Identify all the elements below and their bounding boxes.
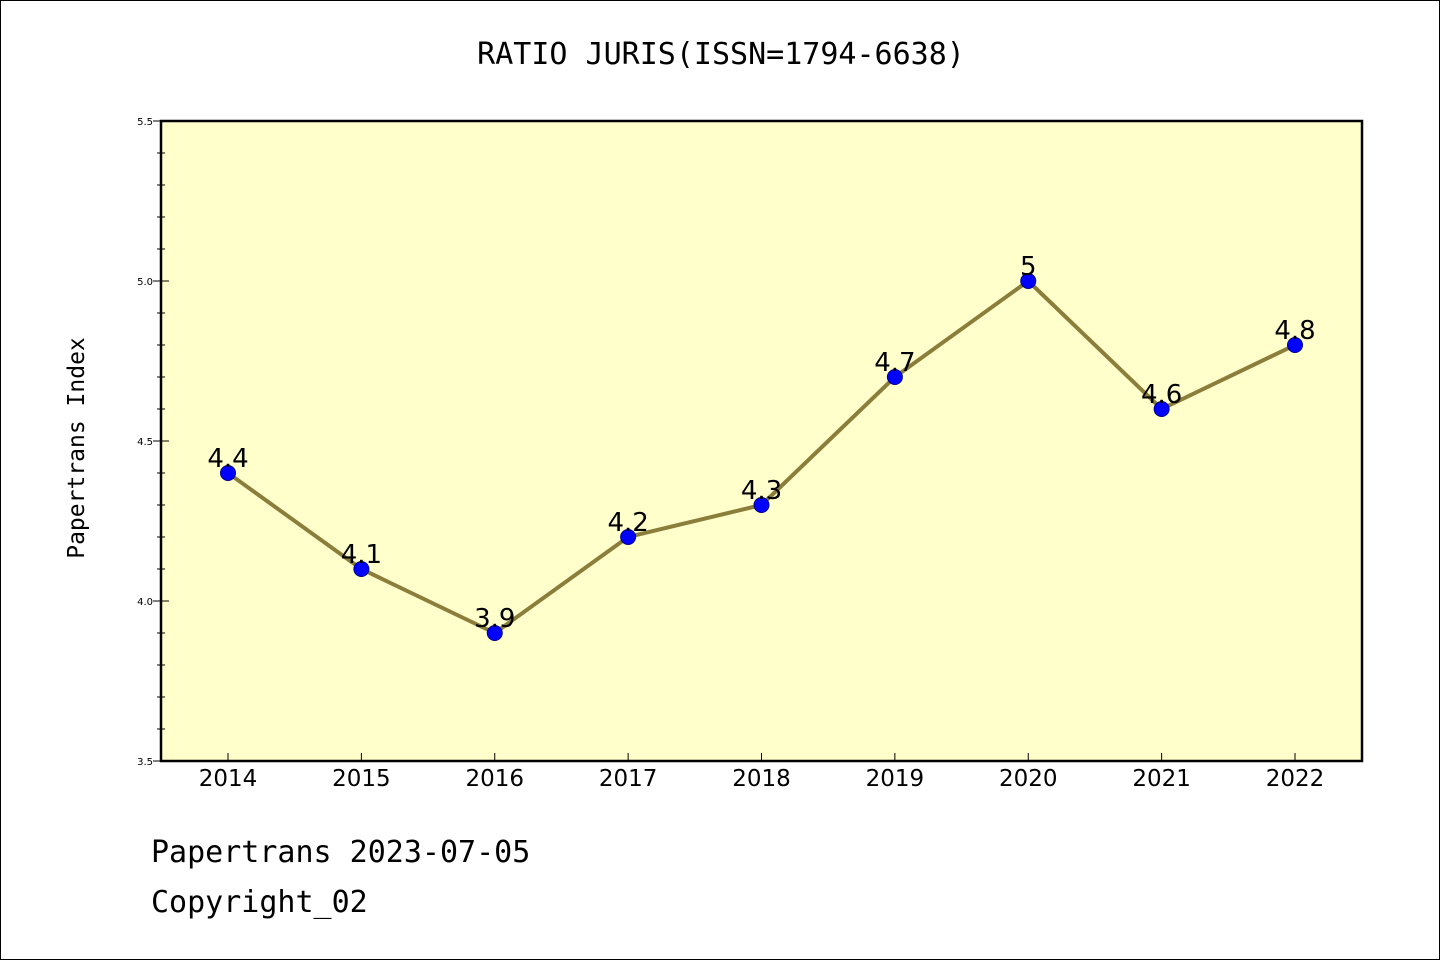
data-label: 5 [1020, 252, 1037, 282]
data-point [1287, 337, 1303, 353]
x-tick-label: 2022 [1266, 766, 1325, 792]
chart-title: RATIO JURIS(ISSN=1794-6638) [477, 37, 965, 72]
plot-background [161, 121, 1362, 761]
data-point [353, 561, 370, 577]
data-point [1153, 401, 1170, 417]
data-point [620, 529, 637, 545]
plot-frame [159, 119, 1364, 763]
data-point [486, 625, 503, 641]
x-tick-label: 2015 [332, 766, 391, 792]
y-tick-label: 5.5 [137, 117, 153, 128]
x-tick-label: 2020 [999, 766, 1058, 792]
x-tick-label: 2016 [465, 766, 524, 792]
data-label: 4.4 [207, 444, 248, 474]
x-tick-label: 2021 [1132, 766, 1191, 792]
footer-copyright: Copyright_02 [151, 885, 368, 920]
data-point [1020, 273, 1037, 289]
x-tick-label: 2014 [199, 766, 258, 792]
data-label: 3.9 [474, 604, 515, 634]
data-point [753, 497, 770, 513]
data-label: 4.2 [607, 508, 648, 538]
data-label: 4.6 [1141, 380, 1182, 410]
x-tick-label: 2018 [732, 766, 791, 792]
y-tick-label: 3.5 [137, 757, 153, 768]
data-point [886, 369, 903, 385]
y-tick-label: 4.0 [137, 597, 153, 608]
y-tick-label: 5.0 [137, 277, 153, 288]
y-tick-label: 4.5 [137, 437, 153, 448]
x-tick-label: 2017 [599, 766, 658, 792]
data-point [220, 465, 236, 481]
data-label: 4.3 [741, 476, 782, 506]
x-tick-label: 2019 [866, 766, 925, 792]
data-label: 4.7 [874, 348, 915, 378]
footer-date: Papertrans 2023-07-05 [151, 835, 531, 870]
data-label: 4.8 [1274, 316, 1315, 346]
data-label: 4.1 [341, 540, 382, 570]
